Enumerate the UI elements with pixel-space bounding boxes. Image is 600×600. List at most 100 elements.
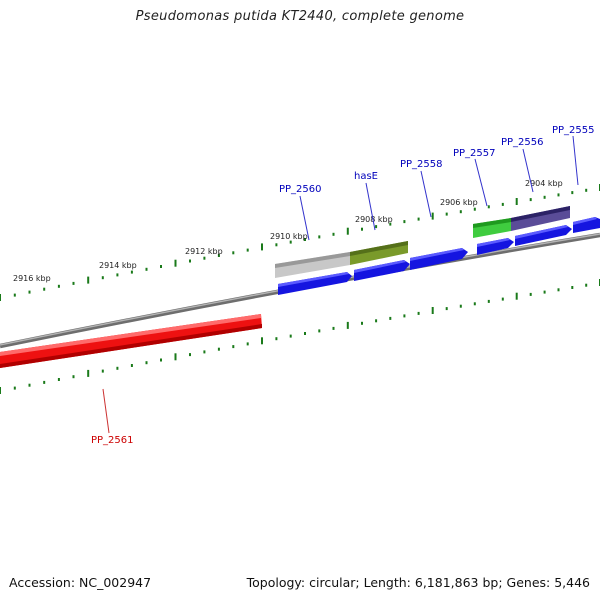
outer-track-tick: [116, 273, 119, 277]
inner-track-tick: [261, 337, 263, 345]
inner-track-tick: [101, 369, 104, 373]
outer-track-tick: [445, 212, 448, 216]
gene-arrow-pp-2560[interactable]: [278, 272, 352, 295]
inner-track-tick: [246, 342, 249, 346]
tick-label-2906: 2906 kbp: [440, 198, 478, 207]
outer-track-tick: [13, 293, 16, 297]
outer-track-tick: [217, 254, 220, 257]
outer-track-tick: [101, 276, 104, 280]
outer-track-tick: [304, 238, 306, 241]
inner-track-tick: [459, 304, 462, 308]
gene-arrow-pp-2558-shine: [410, 248, 464, 261]
gene-label-pp-2555[interactable]: PP_2555: [552, 125, 595, 136]
gray-feature-shade: [275, 252, 350, 268]
outer-track-tick: [487, 205, 490, 209]
gene-arrow-pp-2560-shine: [278, 272, 349, 287]
gene-label-hase[interactable]: hasE: [354, 171, 378, 182]
inner-track-tick: [304, 332, 306, 335]
inner-track-tick: [543, 290, 546, 294]
inner-track-tick: [403, 314, 406, 318]
inner-track-tick: [203, 350, 206, 354]
leader-line-pp-2560: [299, 195, 310, 241]
tick-label-2914: 2914 kbp: [99, 261, 137, 270]
gene-arrow-pp-2557-shine: [477, 238, 510, 247]
inner-track-tick: [232, 345, 235, 349]
green-feature-shade: [473, 218, 511, 228]
inner-track-tick: [130, 364, 133, 367]
gene-arrow-hase-shine: [354, 260, 406, 273]
outer-track-tick: [174, 259, 177, 267]
olive-feature-shade: [350, 241, 408, 256]
inner-track-tick: [43, 380, 46, 384]
outer-track-tick: [346, 227, 349, 235]
inner-track-tick: [13, 386, 16, 390]
gene-label-pp-2560[interactable]: PP_2560: [279, 184, 322, 195]
gene-arrow-hase[interactable]: [354, 260, 410, 281]
leader-line-pp-2556: [522, 148, 534, 193]
outer-track-tick: [318, 235, 321, 239]
outer-track-tick: [72, 281, 75, 285]
inner-track-tick: [160, 358, 162, 362]
inner-track-tick: [189, 353, 191, 357]
outer-track-tick: [57, 284, 60, 288]
outer-track-tick: [543, 195, 546, 199]
inner-track-tick: [571, 286, 574, 289]
gene-arrow-pp-2556-shine: [515, 225, 568, 239]
inner-track-tick: [361, 321, 363, 325]
outer-track-tick: [417, 217, 420, 221]
accession-text: Accession: NC_002947: [9, 575, 152, 590]
tick-label-2908: 2908 kbp: [355, 215, 393, 224]
inner-track-tick: [445, 307, 448, 311]
outer-track-tick: [87, 276, 90, 284]
inner-track-tick: [417, 311, 420, 315]
outer-track-tick: [403, 220, 406, 224]
outer-track-tick: [0, 294, 1, 301]
leader-line-pp-2555: [572, 135, 579, 186]
gene-label-pp-2557[interactable]: PP_2557: [453, 148, 496, 159]
tick-label-2910: 2910 kbp: [270, 232, 308, 241]
outer-track-tick: [203, 256, 206, 260]
gene-arrow-pp-2558[interactable]: [410, 248, 468, 270]
inner-track-tick: [487, 299, 490, 303]
tick-label-2904: 2904 kbp: [525, 179, 563, 188]
outer-track-tick: [529, 198, 532, 202]
inner-track-tick: [332, 326, 335, 330]
outer-track-tick: [361, 227, 363, 231]
outer-track-tick: [375, 225, 378, 229]
gene-bar-pp-2561-shine: [0, 314, 261, 356]
inner-track-tick: [57, 378, 60, 381]
outer-track-tick: [130, 270, 133, 274]
outer-track-tick: [246, 248, 249, 252]
outer-track-tick: [459, 210, 462, 214]
inner-track-tick: [0, 387, 1, 394]
leader-line-hase: [365, 182, 376, 231]
outer-track-tick: [145, 267, 148, 271]
gene-label-pp-2558[interactable]: PP_2558: [400, 159, 443, 170]
inner-tick-track: [0, 279, 600, 394]
inner-track-tick: [585, 283, 588, 287]
tick-label-2912: 2912 kbp: [185, 247, 223, 256]
outer-track-tick: [289, 240, 292, 244]
outer-track-tick: [332, 232, 335, 236]
gene-label-pp-2556[interactable]: PP_2556: [501, 137, 544, 148]
inner-track-tick: [515, 292, 518, 300]
outer-track-tick: [232, 251, 235, 255]
inner-track-tick: [473, 302, 476, 306]
inner-track-tick: [346, 321, 349, 329]
inner-track-tick: [145, 361, 148, 365]
gene-arrow-pp-2555-shine: [573, 217, 597, 225]
inner-track-tick: [557, 288, 560, 292]
inner-track-tick: [431, 307, 434, 314]
gene-bar-pp-2561-shadow: [0, 324, 262, 368]
genome-summary-text: Topology: circular; Length: 6,181,863 bp…: [246, 575, 590, 590]
inner-track-tick: [529, 292, 532, 296]
leader-line-pp-2561: [102, 388, 110, 434]
outer-track-tick: [557, 193, 560, 197]
gene-label-pp-2561[interactable]: PP_2561: [91, 435, 134, 446]
leader-line-pp-2558: [420, 170, 432, 218]
inner-track-tick: [174, 353, 177, 361]
outer-track-tick: [389, 222, 392, 226]
gene-arrow-pp-2556[interactable]: [515, 225, 572, 246]
outer-track-tick: [28, 290, 31, 294]
